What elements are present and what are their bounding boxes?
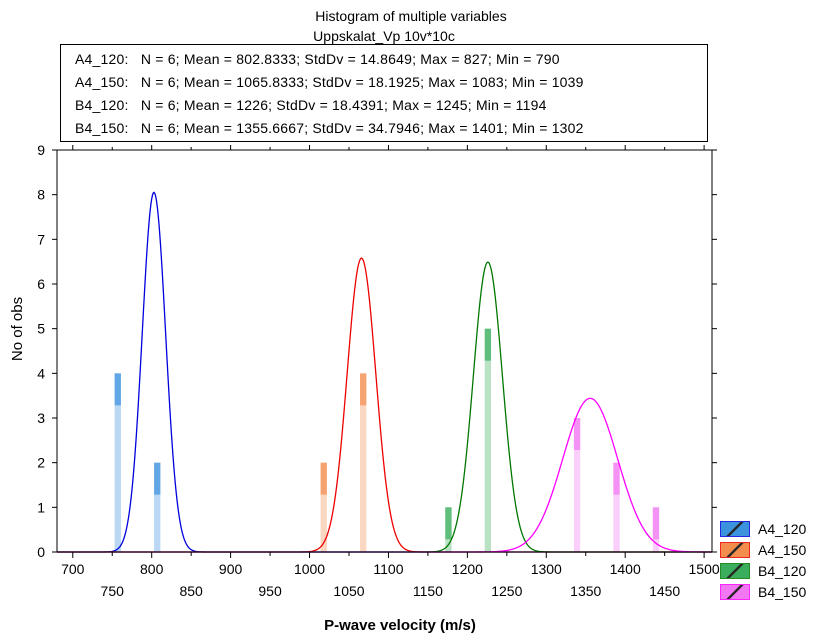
bar-a4-150-0 <box>320 462 327 552</box>
stats-line-b4-120: B4_120: N = 6; Mean = 1226; StdDv = 18.4… <box>75 97 547 113</box>
y-tick-label-0: 0 <box>37 544 45 560</box>
legend-label-a4-120: A4_120 <box>758 520 807 537</box>
y-tick-label-7: 7 <box>37 231 45 247</box>
legend-swatch-a4-120 <box>720 520 750 537</box>
bar-b4-150-0 <box>573 418 581 552</box>
x-axis-label: P-wave velocity (m/s) <box>324 617 476 634</box>
legend: A4_120 A4_150 B4_120 B4_150 <box>720 518 806 602</box>
bar-top-b4-150-2 <box>652 507 660 540</box>
x-tick-label-1350: 1350 <box>570 583 601 599</box>
y-tick-label-4: 4 <box>37 365 45 381</box>
bar-top-b4-150-0 <box>573 418 581 450</box>
y-tick-label-9: 9 <box>37 142 45 158</box>
x-tick-label-1300: 1300 <box>531 561 562 577</box>
x-tick-label-1100: 1100 <box>373 561 403 577</box>
bar-top-a4-120-0 <box>114 373 121 406</box>
statistics-box: A4_120: N = 6; Mean = 802.8333; StdDv = … <box>60 44 708 142</box>
x-tick-label-800: 800 <box>140 561 164 577</box>
bar-top-b4-150-1 <box>613 462 620 495</box>
stats-line-a4-120: A4_120: N = 6; Mean = 802.8333; StdDv = … <box>75 51 560 67</box>
legend-swatch-a4-150 <box>720 541 750 558</box>
y-tick-label-5: 5 <box>37 321 45 337</box>
bar-b4-120-1 <box>484 328 492 552</box>
chart-subtitle: Uppskalat_Vp 10v*10c <box>313 28 455 44</box>
bar-a4-150-1 <box>360 373 367 552</box>
y-tick-label-1: 1 <box>37 499 45 515</box>
x-tick-label-1200: 1200 <box>452 561 483 577</box>
legend-item-b4-120: B4_120 <box>720 560 806 581</box>
x-tick-label-950: 950 <box>258 583 282 599</box>
legend-label-b4-150: B4_150 <box>758 583 807 600</box>
x-tick-label-1500: 1500 <box>689 561 720 577</box>
bar-top-a4-120-1 <box>154 462 161 495</box>
x-tick-label-1250: 1250 <box>491 583 522 599</box>
y-tick-label-6: 6 <box>37 276 45 292</box>
y-tick-label-3: 3 <box>37 410 45 426</box>
legend-item-b4-150: B4_150 <box>720 581 806 602</box>
x-tick-label-1050: 1050 <box>333 583 364 599</box>
legend-item-a4-150: A4_150 <box>720 539 806 560</box>
bar-top-b4-120-0 <box>445 507 452 540</box>
legend-label-b4-120: B4_120 <box>758 562 807 579</box>
x-tick-label-900: 900 <box>219 561 243 577</box>
legend-swatch-b4-120 <box>720 562 750 579</box>
stats-line-b4-150: B4_150: N = 6; Mean = 1355.6667; StdDv =… <box>75 120 584 136</box>
legend-item-a4-120: A4_120 <box>720 518 806 539</box>
x-tick-label-1400: 1400 <box>610 561 641 577</box>
x-tick-label-1000: 1000 <box>294 561 325 577</box>
legend-swatch-b4-150 <box>720 583 750 600</box>
x-tick-label-750: 750 <box>101 583 125 599</box>
x-tick-label-850: 850 <box>179 583 203 599</box>
stats-line-a4-150: A4_150: N = 6; Mean = 1065.8333; StdDv =… <box>75 74 584 90</box>
legend-label-a4-150: A4_150 <box>758 541 807 558</box>
x-tick-label-1150: 1150 <box>413 583 443 599</box>
chart-title: Histogram of multiple variables <box>315 8 506 24</box>
bar-b4-150-1 <box>613 462 620 552</box>
x-tick-label-700: 700 <box>61 561 85 577</box>
x-tick-label-1450: 1450 <box>649 583 680 599</box>
bar-a4-120-0 <box>114 373 121 552</box>
bar-top-a4-150-1 <box>360 373 367 406</box>
bar-top-a4-150-0 <box>320 462 327 495</box>
y-tick-label-8: 8 <box>37 187 45 203</box>
y-axis-label: No of obs <box>9 297 26 361</box>
bar-a4-120-1 <box>154 462 161 552</box>
y-tick-label-2: 2 <box>37 455 45 471</box>
bar-top-b4-120-1 <box>484 328 492 361</box>
plot-area: 0 1 2 3 4 5 6 7 8 9 700 800 900 1000 1100 1200 1300 1400 1… <box>37 142 720 599</box>
plot-frame <box>56 149 713 553</box>
